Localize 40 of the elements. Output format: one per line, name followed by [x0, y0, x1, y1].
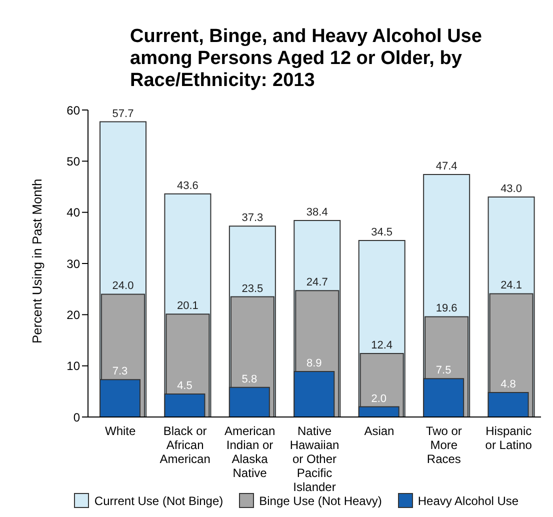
data-label: 37.3: [242, 212, 264, 224]
data-label: 43.6: [177, 180, 198, 192]
data-label: 24.0: [112, 280, 134, 292]
data-label: 7.3: [112, 366, 128, 378]
y-tick-label: 20: [66, 308, 80, 322]
y-tick-label: 50: [66, 154, 80, 168]
data-label: 43.0: [500, 182, 522, 195]
y-tick-label: 0: [73, 410, 80, 424]
data-label: 47.4: [436, 160, 458, 172]
legend-label: Current Use (Not Binge): [94, 494, 224, 508]
y-axis-title: Percent Using in Past Month: [30, 178, 45, 344]
legend-label: Heavy Alcohol Use: [418, 494, 519, 508]
data-label: 57.7: [112, 108, 134, 120]
data-label: 12.4: [371, 340, 393, 352]
x-tick-label: Black or African American: [160, 424, 210, 466]
data-label: 7.5: [436, 364, 452, 377]
x-tick-label: White: [105, 424, 136, 438]
x-tick-label: Asian: [364, 424, 394, 438]
data-label: 34.5: [371, 226, 393, 238]
y-tick-label: 40: [66, 206, 80, 220]
data-label: 20.1: [177, 300, 198, 312]
legend-label: Binge Use (Not Heavy): [259, 494, 382, 508]
data-label: 4.5: [177, 380, 192, 392]
data-label: 38.4: [306, 206, 328, 219]
data-label: 2.0: [371, 392, 387, 405]
data-label: 5.8: [242, 373, 258, 386]
y-tick-label: 10: [66, 359, 80, 374]
y-tick-label: 60: [66, 103, 80, 118]
chart-title: Current, Binge, and Heavy Alcohol Use among Persons Aged 12 or Older, by Race/Ethnicity: 2013: [129, 25, 483, 93]
data-label: 19.6: [436, 302, 458, 315]
x-tick-label: Native Hawaiian or Other Pacific Islander: [290, 424, 340, 494]
data-label: 24.7: [306, 276, 328, 289]
x-tick-label: Hispanic or Latino: [485, 424, 532, 452]
data-label: 8.9: [306, 357, 322, 370]
data-label: 24.1: [500, 280, 522, 292]
x-tick-label: American Indian or Alaska Native: [224, 424, 276, 480]
data-label: 23.5: [242, 282, 264, 295]
x-tick-label: Two or More Races: [426, 424, 462, 466]
y-tick-label: 30: [66, 256, 80, 271]
data-label: 4.8: [500, 378, 516, 390]
